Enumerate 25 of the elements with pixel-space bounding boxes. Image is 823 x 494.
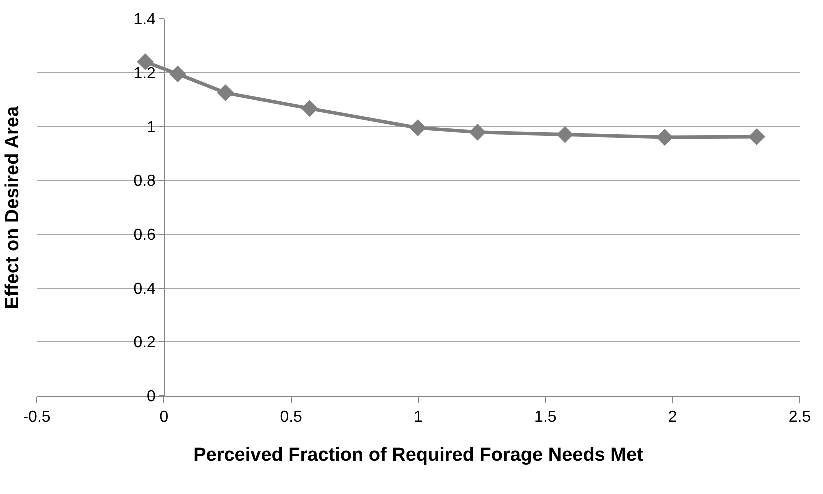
point <box>469 124 486 141</box>
x-axis-title: Perceived Fraction of Required Forage Needs Met <box>194 445 644 466</box>
y-axis-title: Effect on Desired Area <box>2 106 24 310</box>
point <box>556 126 574 144</box>
y-tick-label: 1.2 <box>134 65 156 82</box>
point <box>169 66 186 83</box>
y-tick-label: 0 <box>147 388 156 406</box>
x-tick-label: 2 <box>668 409 678 426</box>
y-tick-label: 0.6 <box>134 227 156 244</box>
y-tick-label: 0.8 <box>134 173 156 190</box>
y-tick-label: 0.4 <box>134 280 156 298</box>
point <box>217 84 234 102</box>
y-tick-label: 0.2 <box>134 334 156 352</box>
y-tick-label: 1 <box>147 119 156 136</box>
point <box>656 129 674 146</box>
x-tick-label: 0.5 <box>280 409 303 426</box>
y-tick-label: 1.4 <box>134 12 156 29</box>
point <box>748 128 766 146</box>
x-tick-label: 1.5 <box>534 409 557 426</box>
x-tick-label: -0.5 <box>23 409 51 426</box>
point <box>301 100 318 118</box>
point <box>410 120 426 137</box>
x-tick-label: 2.5 <box>788 409 812 426</box>
x-tick-label: 1 <box>414 409 424 426</box>
x-tick-label: 0 <box>160 409 169 426</box>
